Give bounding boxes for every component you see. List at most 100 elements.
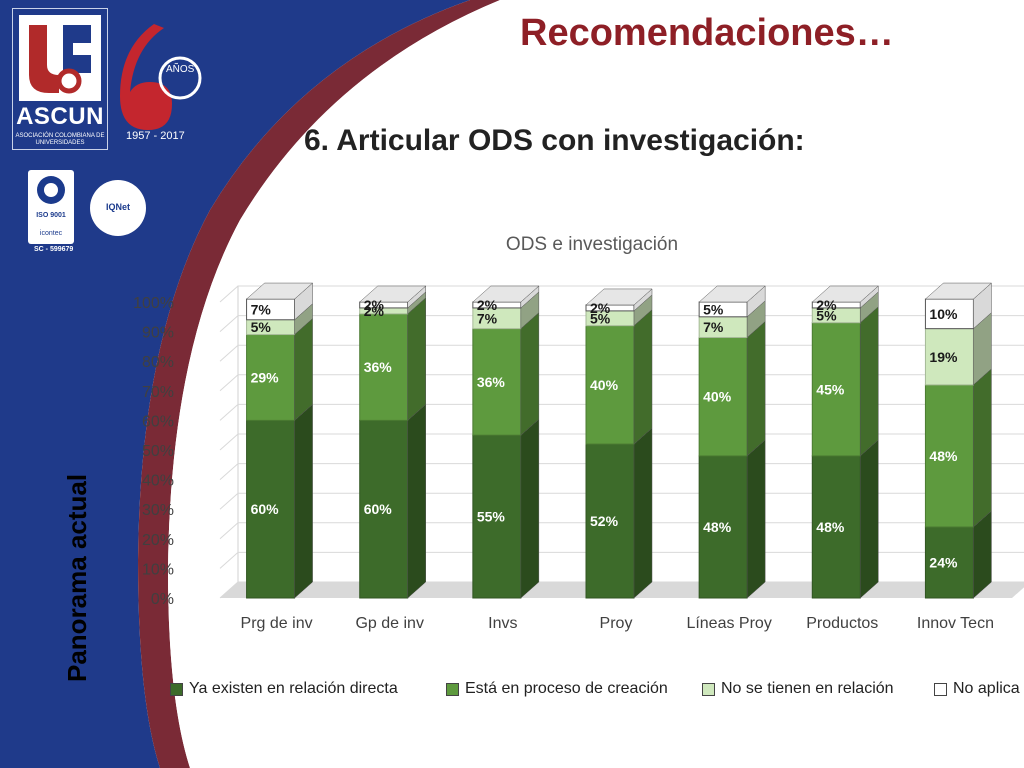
bar-segment-front (924, 328, 974, 386)
legend-swatch (446, 682, 459, 696)
legend-swatch (702, 682, 715, 696)
bar-top-face (811, 285, 879, 303)
legend-label: No se tienen en relación (721, 680, 894, 697)
y-tick-label: 30% (142, 502, 174, 519)
bar-segment-side (746, 320, 766, 457)
data-label: 36% (364, 359, 393, 375)
data-label: 45% (816, 381, 845, 397)
x-tick-label: Productos (806, 615, 878, 632)
gridline (219, 522, 1024, 540)
data-label: 2% (364, 303, 385, 319)
slide-subtitle: 6. Articular ODS con investigación: (304, 124, 805, 157)
data-label: 2% (590, 300, 611, 316)
x-tick-label: Invs (488, 615, 517, 632)
legend-item: No se tienen en relación (702, 680, 894, 698)
bar-segment-front (585, 325, 635, 445)
legend-label: Está en proceso de creación (465, 680, 668, 697)
anniversary-60-logo (120, 24, 202, 130)
certificate-code: SC - 599679 (34, 246, 74, 253)
legend-item: Está en proceso de creación (446, 680, 668, 698)
chart-legend: Ya existen en relación directa Está en pr… (170, 680, 1024, 700)
y-tick-label: 50% (142, 443, 174, 460)
side-label-panorama: Panorama actual (62, 473, 92, 682)
data-label: 5% (251, 319, 272, 335)
data-label: 48% (816, 519, 845, 535)
x-tick-label: Proy (600, 615, 633, 632)
bar-segment-front (811, 455, 861, 599)
ascun-emblem-icon (23, 19, 97, 97)
y-tick-label: 70% (142, 384, 174, 401)
y-tick-label: 100% (133, 295, 174, 312)
legend-label: Ya existen en relación directa (189, 680, 398, 697)
gridline (219, 315, 1024, 332)
x-tick-label: Innov Tecn (917, 615, 994, 632)
bar-segment-side (973, 368, 992, 528)
bar-segment-side (407, 403, 426, 599)
anniversary-anos: AÑOS (166, 64, 195, 75)
legend-swatch (170, 682, 183, 696)
bar-segment-side (633, 309, 653, 445)
iqnet-badge: IQNet (90, 180, 146, 236)
data-label: 2% (477, 297, 498, 313)
iso-label: ISO 9001 (36, 212, 66, 219)
bar-top-face (472, 285, 540, 303)
bar-segment-side (294, 318, 313, 421)
ascun-logo: ASCUN ASOCIACIÓN COLOMBIANA DE UNIVERSID… (12, 8, 108, 150)
bar-segment-side (294, 403, 313, 599)
data-label: 7% (251, 301, 272, 317)
bar-top-face (924, 282, 993, 300)
x-tick-label: Prg de inv (241, 615, 313, 632)
bar-segment-front (472, 328, 522, 436)
data-label: 5% (590, 310, 611, 326)
bar-top-face (585, 288, 653, 306)
data-label: 5% (703, 301, 724, 317)
data-label: 10% (929, 306, 958, 322)
chart-title: ODS e investigación (506, 234, 678, 255)
bar-segment-front (698, 455, 748, 599)
data-label: 60% (364, 501, 393, 517)
x-tick-label: Líneas Proy (686, 615, 771, 632)
ascun-emblem (19, 15, 101, 101)
bar-segment-front (246, 334, 296, 421)
data-label: 7% (703, 319, 724, 335)
x-tick-label: Gp de inv (355, 615, 423, 632)
data-label: 48% (703, 519, 732, 535)
y-tick-label: 0% (151, 591, 174, 608)
data-label: 29% (251, 369, 280, 385)
ascun-subtitle: ASOCIACIÓN COLOMBIANA DE UNIVERSIDADES (15, 133, 105, 146)
gridline (219, 374, 1024, 392)
gridline (219, 433, 1024, 451)
data-label: 5% (816, 307, 837, 323)
bar-segment-front (359, 419, 409, 599)
data-label: 55% (477, 509, 506, 525)
gridline (219, 492, 1024, 510)
bar-segment-side (520, 312, 540, 436)
data-label: 2% (816, 297, 837, 313)
legend-item: No aplica (934, 680, 1020, 698)
bar-segment-side (860, 306, 879, 457)
stacked-bar-chart: ODS e investigación 0% 10% 20% 30% 40% 50% 60% 7… (133, 234, 1024, 632)
anniversary-years: 1957 - 2017 (126, 130, 185, 142)
icontec-icon (37, 176, 65, 204)
bar-top-face (245, 282, 314, 300)
iso-9001-badge: ISO 9001 icontec (28, 170, 74, 244)
data-label: 36% (477, 374, 506, 390)
bar-segment-side (746, 439, 766, 599)
bar-top-face (698, 285, 766, 303)
bar-segment-side (407, 297, 426, 421)
y-tick-label: 40% (142, 473, 174, 490)
data-label: 40% (590, 377, 619, 393)
bar-segment-side (860, 439, 879, 599)
legend-item: Ya existen en relación directa (170, 680, 398, 698)
data-label: 7% (477, 310, 498, 326)
data-label: 40% (703, 389, 732, 405)
maroon-band (138, 0, 500, 768)
gridline (219, 463, 1024, 480)
bar-top-face (359, 285, 427, 303)
data-label: 24% (929, 554, 958, 570)
bar-segment-side (633, 427, 653, 599)
legend-swatch (934, 682, 947, 696)
gridline (219, 551, 1024, 569)
gridline (219, 344, 1024, 362)
y-tick-label: 10% (142, 561, 174, 578)
